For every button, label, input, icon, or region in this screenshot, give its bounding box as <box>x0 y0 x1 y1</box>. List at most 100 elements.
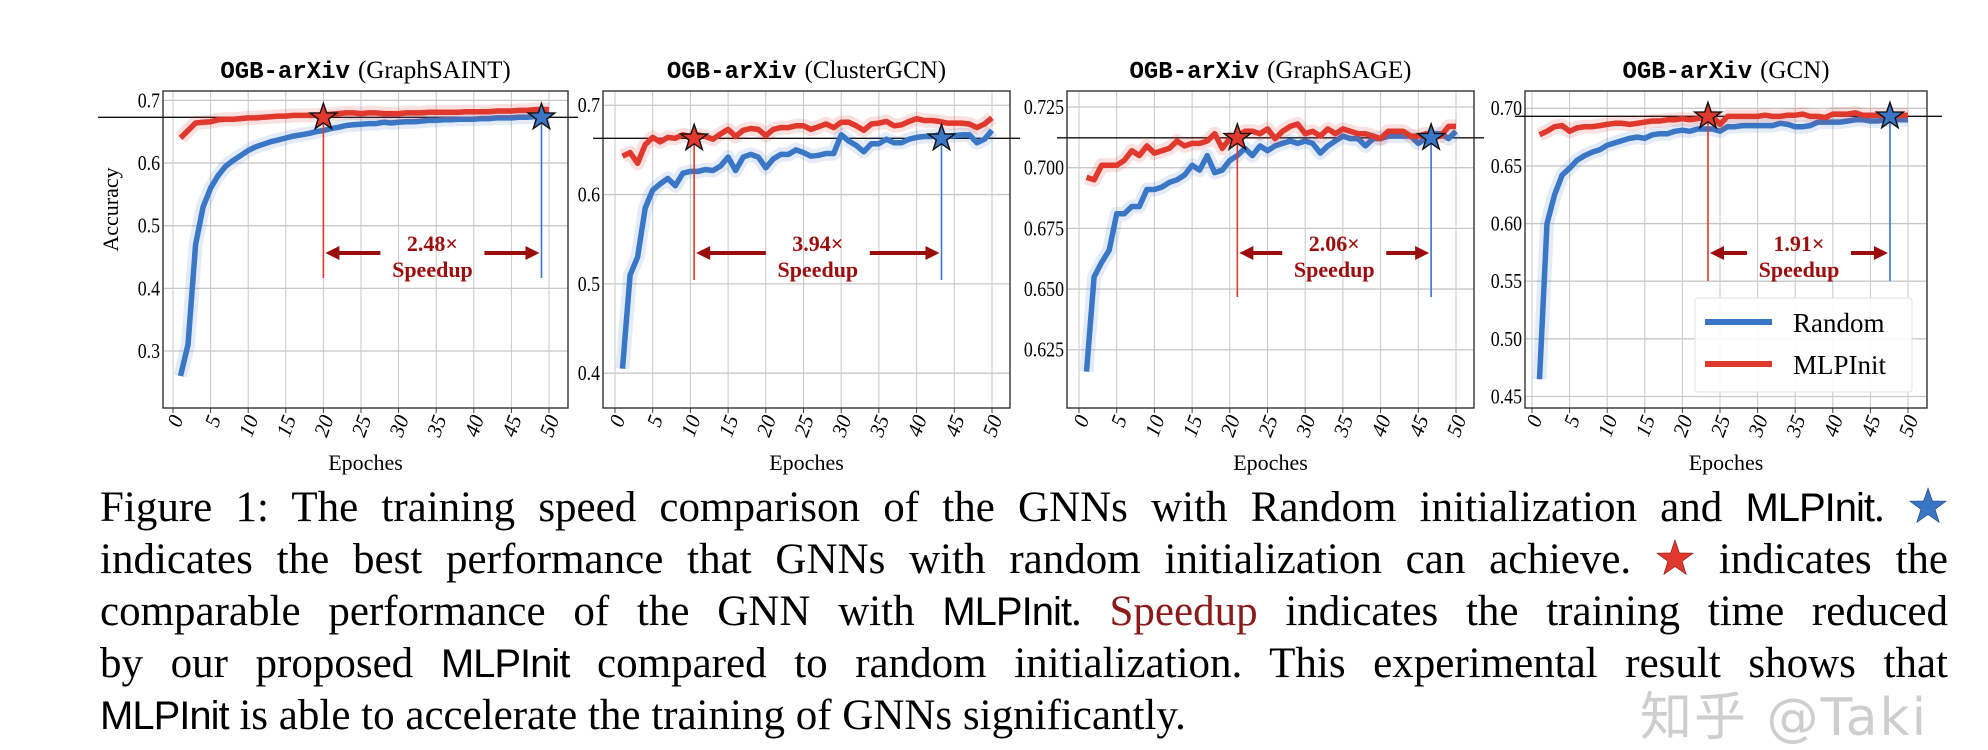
x-tick-label: 35 <box>421 412 451 441</box>
x-axis-label: Epoches <box>1233 450 1308 475</box>
x-tick-label: 50 <box>1442 411 1472 439</box>
dataset-name: OGB-arXiv <box>667 59 797 86</box>
chart-title: OGB-arXiv (GraphSAINT) <box>220 57 510 86</box>
arrowhead-right-icon <box>525 246 540 260</box>
y-axis-label: Accuracy <box>98 167 123 251</box>
x-tick-label: 0 <box>1521 411 1547 430</box>
red-star-icon <box>1656 539 1694 576</box>
caption-line-4: by our proposed MLPInit compared to rand… <box>100 638 1948 690</box>
x-tick-label: 5 <box>1559 412 1585 430</box>
x-tick-label: 15 <box>1178 412 1208 440</box>
x-tick-label: 15 <box>714 412 744 440</box>
caption-text: . <box>1874 484 1885 531</box>
x-tick-label: 30 <box>1290 411 1320 440</box>
arrowhead-left-icon <box>1709 246 1724 260</box>
mlpinit-star-marker <box>308 101 339 131</box>
x-tick-label: 45 <box>497 412 527 440</box>
caption-line-3: comparable performance of the GNN with M… <box>100 586 1948 638</box>
dataset-name: OGB-arXiv <box>220 59 350 86</box>
x-tick-label: 40 <box>902 411 932 439</box>
speedup-label: Speedup <box>777 257 858 282</box>
caption-line-5: MLPInit is able to accelerate the traini… <box>100 690 1186 742</box>
y-tick-label: 0.700 <box>1024 157 1064 180</box>
plot-frame <box>1524 90 1928 409</box>
y-tick-label: 0.4 <box>578 363 601 386</box>
x-tick-label: 30 <box>826 411 856 440</box>
y-tick-label: 0.5 <box>578 274 600 297</box>
caption-text: is able to accelerate the training of GN… <box>239 692 1186 739</box>
method-name: MLPInit <box>440 642 571 686</box>
x-tick-label: 25 <box>789 412 819 440</box>
figure-caption: Figure 1: The training speed comparison … <box>100 482 1948 742</box>
y-tick-label: 0.5 <box>138 215 160 238</box>
chart-panel-1: 0 5 10 15 20 25 30 35 40 45 500.40.50.60.7OGB-arXi… <box>578 57 1020 475</box>
plot-frame <box>162 90 569 409</box>
x-tick-label: 0 <box>162 411 188 430</box>
series-line-random <box>1536 117 1908 380</box>
legend-label: MLPInit <box>1793 350 1887 380</box>
y-tick-label: 0.45 <box>1491 386 1522 409</box>
x-tick-label: 30 <box>384 411 414 440</box>
y-tick-label: 0.60 <box>1491 213 1522 236</box>
x-tick-label: 25 <box>347 412 377 440</box>
arrowhead-right-icon <box>1873 246 1888 260</box>
x-tick-label: 15 <box>271 412 301 440</box>
x-tick-label: 0 <box>604 411 630 430</box>
x-tick-label: 5 <box>1106 412 1132 430</box>
speedup-value: 3.94× <box>792 231 843 256</box>
random-star-marker <box>1874 100 1906 130</box>
x-tick-label: 50 <box>535 411 565 439</box>
caption-text: indicates the training time reduced <box>1285 588 1949 635</box>
y-tick-label: 0.4 <box>138 278 161 301</box>
series-band-random <box>173 109 550 378</box>
x-tick-label: 45 <box>1404 412 1434 440</box>
caption-text: compared to random initialization. This … <box>597 640 1949 687</box>
caption-text: by our proposed <box>100 640 414 687</box>
model-name: (GCN) <box>1760 57 1829 84</box>
model-name: (GraphSAINT) <box>358 57 511 84</box>
chart-title: OGB-arXiv (ClusterGCN) <box>667 57 946 86</box>
chart-panel-0: 0 5 10 15 20 25 30 35 40 45 50 0.3 0.4 0.5 0.6 0.7 OGB-a… <box>98 57 578 475</box>
y-tick-label: 0.625 <box>1024 339 1064 362</box>
y-tick-label: 0.7 <box>578 95 601 118</box>
caption-text: . <box>1070 588 1082 635</box>
chart-title: OGB-arXiv (GraphSAGE) <box>1129 57 1411 86</box>
mlpinit-star-marker <box>1221 121 1253 151</box>
x-tick-label: 10 <box>234 411 264 439</box>
series-line-random <box>177 113 550 377</box>
legend-label: Random <box>1793 308 1885 338</box>
speedup-value: 2.48× <box>407 231 458 256</box>
chart-panel-2: 0 5 10 15 20 25 30 35 40 45 500.6250.6500.6750.700… <box>1024 57 1484 475</box>
model-name: (GraphSAGE) <box>1267 57 1411 84</box>
x-tick-label: 40 <box>459 411 489 439</box>
x-axis-label: Epoches <box>769 450 844 475</box>
x-tick-label: 40 <box>1818 411 1848 439</box>
random-star-marker <box>1415 121 1447 151</box>
y-tick-label: 0.650 <box>1024 279 1064 302</box>
y-tick-label: 0.675 <box>1024 218 1064 241</box>
dataset-name: OGB-arXiv <box>1622 59 1752 86</box>
x-tick-label: 45 <box>940 412 970 440</box>
blue-star-icon <box>1909 487 1947 524</box>
series-line-mlpinit <box>178 106 550 140</box>
x-tick-label: 20 <box>1668 411 1698 439</box>
y-tick-label: 0.6 <box>578 184 601 207</box>
method-name: MLPInit <box>942 590 1072 634</box>
x-tick-label: 35 <box>1780 412 1810 441</box>
method-name: MLPInit <box>1745 486 1875 530</box>
x-tick-label: 20 <box>751 411 781 439</box>
arrowhead-left-icon <box>1239 246 1254 260</box>
mlpinit-star-marker <box>678 122 710 152</box>
x-tick-label: 40 <box>1366 411 1396 439</box>
random-star-marker <box>926 122 957 152</box>
x-tick-label: 35 <box>864 412 894 441</box>
mlpinit-star-marker <box>1692 100 1724 130</box>
arrowhead-right-icon <box>1415 246 1430 260</box>
speedup-value: 1.91× <box>1773 231 1824 256</box>
series-line-mlpinit <box>1085 121 1456 183</box>
speedup-label: Speedup <box>1294 257 1375 282</box>
caption-text: comparable performance of the GNN with <box>100 588 915 635</box>
chart-title: OGB-arXiv (GCN) <box>1622 57 1829 86</box>
y-tick-label: 0.65 <box>1491 156 1522 179</box>
caption-text: indicates the best performance that GNNs… <box>100 536 1632 583</box>
